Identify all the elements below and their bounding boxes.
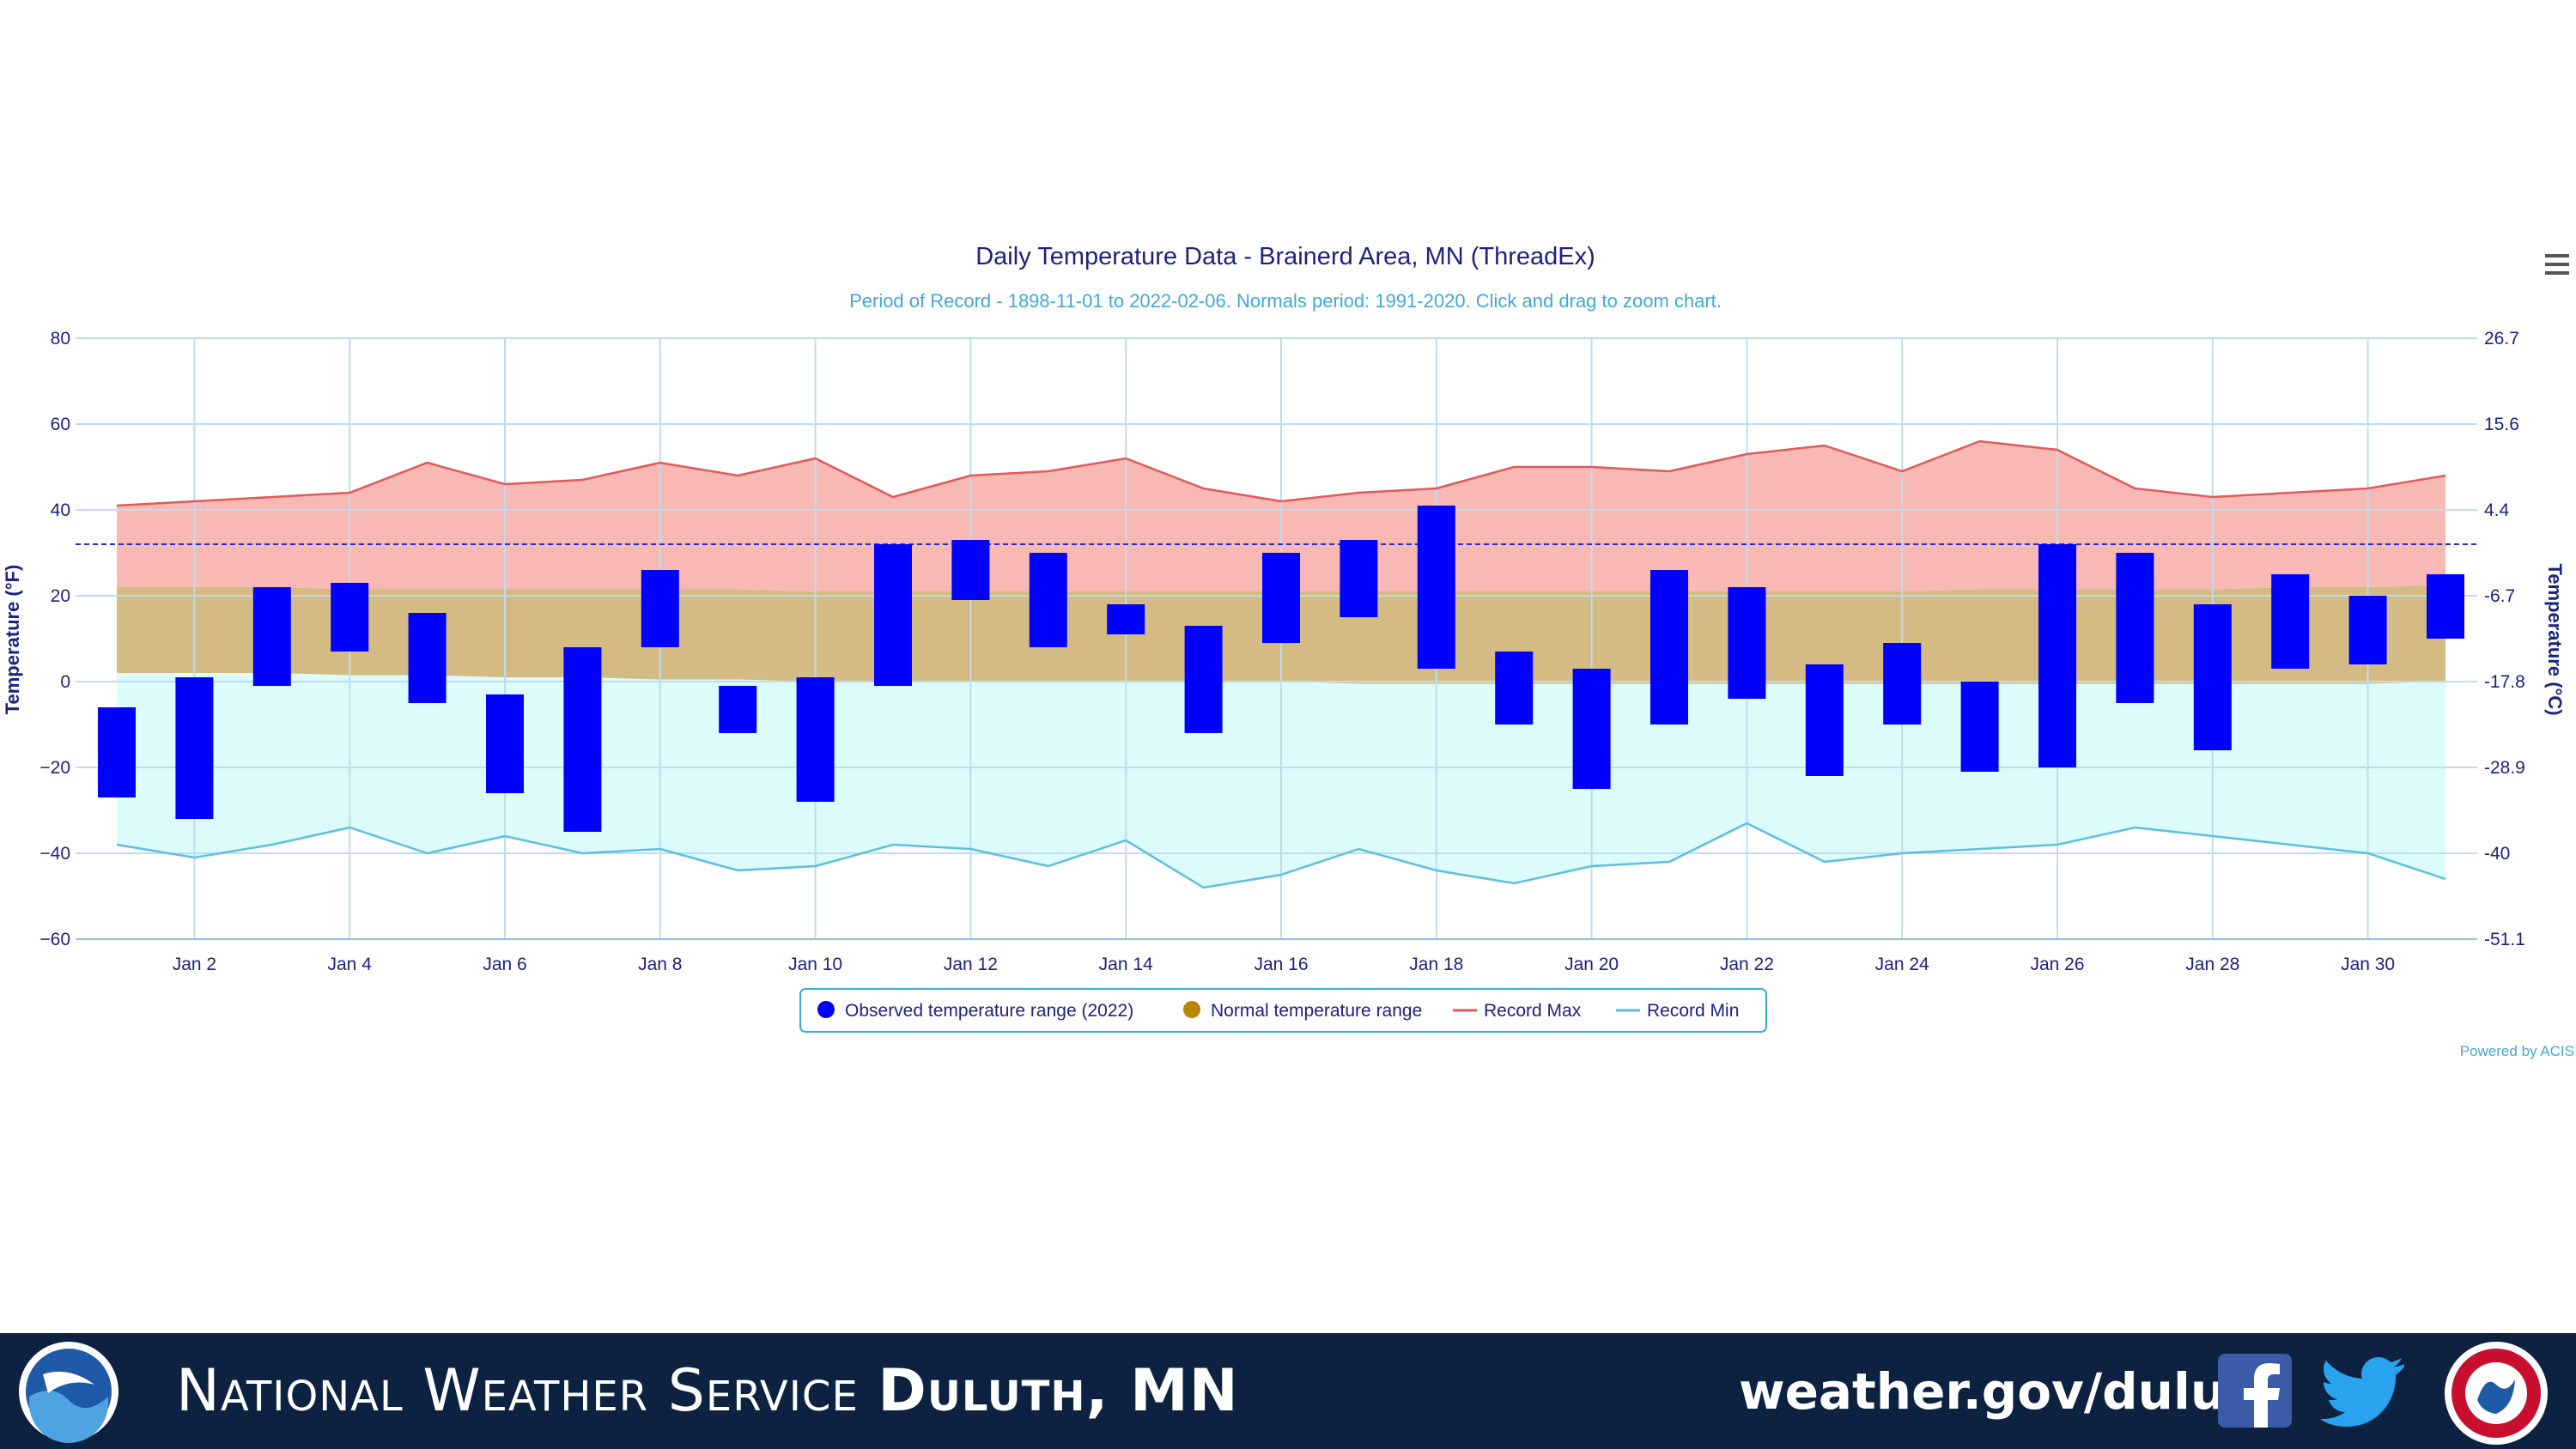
x-tick-label: Jan 26 bbox=[2030, 955, 2084, 974]
x-tick-label: Jan 8 bbox=[638, 955, 682, 974]
chart-title: Daily Temperature Data - Brainerd Area, … bbox=[975, 243, 1595, 270]
observed-range-bar[interactable] bbox=[1495, 652, 1534, 724]
credit-label[interactable]: Powered by ACIS bbox=[2460, 1043, 2574, 1059]
observed-range-bar[interactable] bbox=[1650, 570, 1688, 724]
org-name-text: National Weather Service bbox=[176, 1357, 859, 1425]
y-tick-label: 40 bbox=[51, 500, 70, 520]
legend-box bbox=[799, 988, 1767, 1033]
observed-range-bar[interactable] bbox=[1029, 553, 1067, 647]
observed-range-bar[interactable] bbox=[874, 544, 912, 686]
nws-logo bbox=[2445, 1342, 2548, 1445]
footer-banner: National Weather Service Duluth, MN weat… bbox=[0, 1333, 2576, 1449]
y-tick-label: −40 bbox=[39, 844, 70, 864]
x-tick-label: Jan 2 bbox=[173, 955, 216, 974]
hamburger-menu-icon[interactable] bbox=[2542, 249, 2573, 280]
x-tick-label: Jan 18 bbox=[1409, 955, 1463, 974]
observed-range-bar[interactable] bbox=[175, 677, 214, 819]
office-name-text: Duluth, MN bbox=[878, 1357, 1239, 1425]
legend-marker[interactable] bbox=[1183, 1001, 1200, 1018]
observed-range-bar[interactable] bbox=[1728, 587, 1766, 699]
observed-range-bar[interactable] bbox=[2427, 574, 2464, 639]
y-tick-label-right: 4.4 bbox=[2484, 500, 2510, 520]
legend-marker[interactable] bbox=[817, 1001, 835, 1018]
observed-range-bar[interactable] bbox=[951, 540, 990, 600]
y-tick-label: −60 bbox=[39, 930, 70, 949]
x-tick-label: Jan 22 bbox=[1720, 955, 1774, 974]
y-tick-label-right: 15.6 bbox=[2484, 415, 2519, 434]
x-tick-label: Jan 20 bbox=[1564, 955, 1619, 974]
noaa-logo bbox=[19, 1342, 118, 1443]
facebook-icon[interactable] bbox=[2218, 1354, 2292, 1428]
x-tick-label: Jan 12 bbox=[944, 955, 998, 974]
x-tick-label: Jan 24 bbox=[1875, 955, 1929, 974]
observed-range-bar[interactable] bbox=[408, 613, 447, 703]
legend-item-label[interactable]: Record Max bbox=[1484, 1001, 1582, 1021]
twitter-icon[interactable] bbox=[2320, 1355, 2406, 1428]
y-tick-label: −20 bbox=[39, 758, 70, 778]
observed-range-bar[interactable] bbox=[719, 686, 757, 733]
x-tick-label: Jan 4 bbox=[328, 955, 373, 974]
observed-range-bar[interactable] bbox=[2271, 574, 2310, 669]
observed-range-bar[interactable] bbox=[1572, 669, 1611, 789]
y-tick-label-right: -40 bbox=[2484, 844, 2510, 864]
observed-range-bar[interactable] bbox=[2116, 553, 2154, 703]
observed-range-bar[interactable] bbox=[1107, 604, 1145, 634]
observed-range-bar[interactable] bbox=[2348, 596, 2387, 664]
y-axis-title-left: Temperature (°F) bbox=[2, 565, 23, 715]
temperature-chart[interactable]: Daily Temperature Data - Brainerd Area, … bbox=[0, 0, 2576, 1333]
chart-subtitle: Period of Record - 1898-11-01 to 2022-02… bbox=[849, 290, 1722, 312]
observed-range-bar[interactable] bbox=[563, 647, 602, 832]
observed-range-bar[interactable] bbox=[331, 583, 369, 652]
observed-range-bar[interactable] bbox=[1883, 643, 1922, 724]
y-tick-label: 0 bbox=[60, 672, 70, 692]
footer-org-name: National Weather Service Duluth, MN bbox=[176, 1355, 1239, 1428]
y-tick-label-right: -17.8 bbox=[2484, 672, 2525, 692]
observed-range-bar[interactable] bbox=[2038, 544, 2076, 767]
observed-range-bar[interactable] bbox=[1805, 664, 1844, 776]
observed-range-bar[interactable] bbox=[98, 707, 136, 797]
observed-range-bar[interactable] bbox=[252, 587, 291, 686]
footer-url[interactable]: weather.gov/duluth bbox=[1739, 1362, 2286, 1421]
legend-item-label[interactable]: Observed temperature range (2022) bbox=[845, 1001, 1133, 1021]
y-tick-label: 80 bbox=[51, 329, 70, 349]
observed-range-bar[interactable] bbox=[2193, 604, 2232, 750]
observed-range-bar[interactable] bbox=[641, 570, 679, 647]
record-min-line bbox=[116, 822, 2446, 889]
y-axis-title-right: Temperature (°C) bbox=[2544, 563, 2566, 715]
observed-range-bar[interactable] bbox=[1417, 506, 1455, 669]
x-tick-label: Jan 30 bbox=[2341, 955, 2395, 974]
record-max-line bbox=[116, 440, 2446, 507]
y-tick-label: 20 bbox=[51, 586, 70, 606]
x-tick-label: Jan 14 bbox=[1099, 955, 1153, 974]
x-tick-label: Jan 28 bbox=[2185, 955, 2239, 974]
observed-range-bar[interactable] bbox=[1960, 682, 1999, 772]
x-tick-label: Jan 16 bbox=[1254, 955, 1308, 974]
observed-range-bar[interactable] bbox=[1262, 553, 1300, 643]
legend-item-label[interactable]: Record Min bbox=[1647, 1001, 1739, 1021]
observed-range-bar[interactable] bbox=[486, 694, 524, 793]
y-tick-label-right: -51.1 bbox=[2484, 930, 2525, 949]
y-tick-label-right: -28.9 bbox=[2484, 758, 2525, 778]
y-tick-label: 60 bbox=[51, 415, 70, 434]
legend-item-label[interactable]: Normal temperature range bbox=[1211, 1001, 1422, 1021]
observed-range-bar[interactable] bbox=[1184, 626, 1223, 733]
x-tick-label: Jan 10 bbox=[788, 955, 842, 974]
y-tick-label-right: 26.7 bbox=[2484, 329, 2519, 349]
observed-range-bar[interactable] bbox=[796, 677, 835, 802]
x-tick-label: Jan 6 bbox=[483, 955, 526, 974]
y-tick-label-right: -6.7 bbox=[2484, 586, 2515, 606]
observed-range-bar[interactable] bbox=[1340, 540, 1378, 617]
